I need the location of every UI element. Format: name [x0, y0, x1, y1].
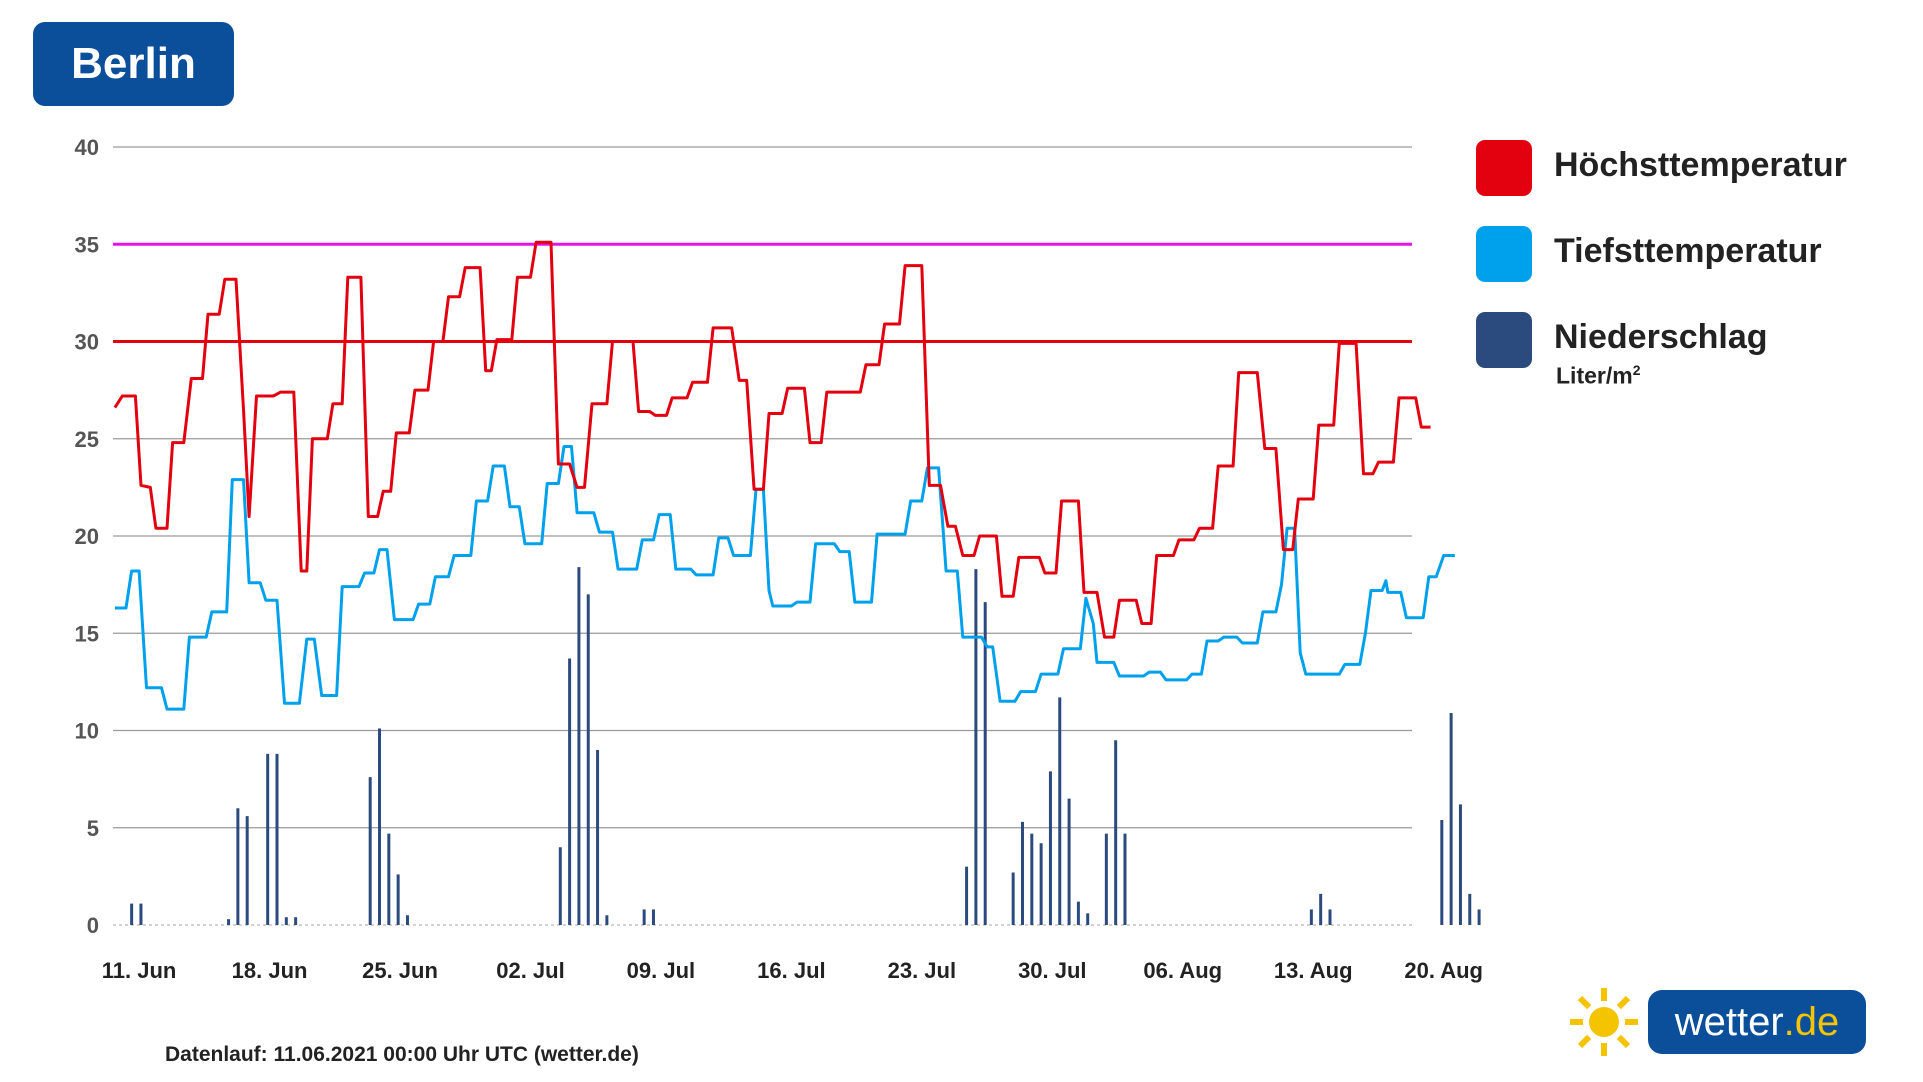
- x-tick-label: 30. Jul: [1018, 958, 1086, 983]
- x-tick-label: 02. Jul: [496, 958, 564, 983]
- y-tick-label: 15: [75, 621, 99, 646]
- x-tick-label: 20. Aug: [1404, 958, 1483, 983]
- sun-ray: [1616, 1034, 1631, 1049]
- y-axis-ticks: 0 5 10 15 20 25 30 35 40: [75, 135, 99, 938]
- y-tick-label: 25: [75, 427, 99, 452]
- wetter-de-logo: wetter .de: [1566, 984, 1866, 1060]
- logo-wordmark: wetter .de: [1648, 990, 1866, 1054]
- x-tick-label: 13. Aug: [1274, 958, 1353, 983]
- y-tick-label: 20: [75, 524, 99, 549]
- city-name: Berlin: [71, 39, 196, 88]
- data-run-footnote: Datenlauf: 11.06.2021 00:00 Uhr UTC (wet…: [165, 1043, 639, 1066]
- y-tick-label: 30: [75, 330, 99, 355]
- sun-ray: [1577, 1034, 1592, 1049]
- sun-icon: [1570, 988, 1638, 1056]
- city-badge: Berlin: [33, 22, 234, 106]
- x-tick-label: 06. Aug: [1143, 958, 1222, 983]
- legend-label-max-temp: Höchsttemperatur: [1554, 146, 1847, 184]
- legend-swatch-precipitation: [1476, 312, 1532, 368]
- x-tick-label: 18. Jun: [232, 958, 308, 983]
- temperature-lines: [113, 240, 1455, 711]
- x-tick-label: 16. Jul: [757, 958, 825, 983]
- y-tick-label: 0: [87, 913, 99, 938]
- y-tick-label: 35: [75, 232, 99, 257]
- sun-ray: [1616, 995, 1631, 1010]
- reference-lines: [113, 242, 1412, 343]
- legend-label-min-temp: Tiefsttemperatur: [1554, 232, 1822, 270]
- legend-unit-precipitation: Liter/m2: [1556, 362, 1640, 390]
- logo-name: wetter: [1674, 999, 1784, 1044]
- precipitation-bars: [130, 567, 1481, 925]
- max-temp-line: [113, 240, 1431, 639]
- legend-label-precipitation: Niederschlag: [1554, 318, 1768, 356]
- x-tick-label: 25. Jun: [362, 958, 438, 983]
- x-tick-label: 11. Jun: [102, 958, 177, 983]
- min-temp-line: [114, 445, 1455, 711]
- x-tick-label: 09. Jul: [627, 958, 695, 983]
- legend-unit-sup: 2: [1632, 362, 1641, 378]
- y-tick-label: 40: [75, 135, 99, 160]
- x-tick-label: 23. Jul: [888, 958, 956, 983]
- x-axis-ticks: 11. Jun 18. Jun 25. Jun 02. Jul 09. Jul 16. J…: [102, 958, 1483, 983]
- logo-tld: .de: [1783, 999, 1840, 1044]
- sun-ray: [1577, 995, 1592, 1010]
- y-tick-label: 10: [75, 719, 99, 744]
- legend-swatch-min-temp: [1476, 226, 1532, 282]
- legend-swatch-max-temp: [1476, 140, 1532, 196]
- y-tick-label: 5: [87, 816, 99, 841]
- legend-unit-base: Liter/m: [1556, 362, 1633, 389]
